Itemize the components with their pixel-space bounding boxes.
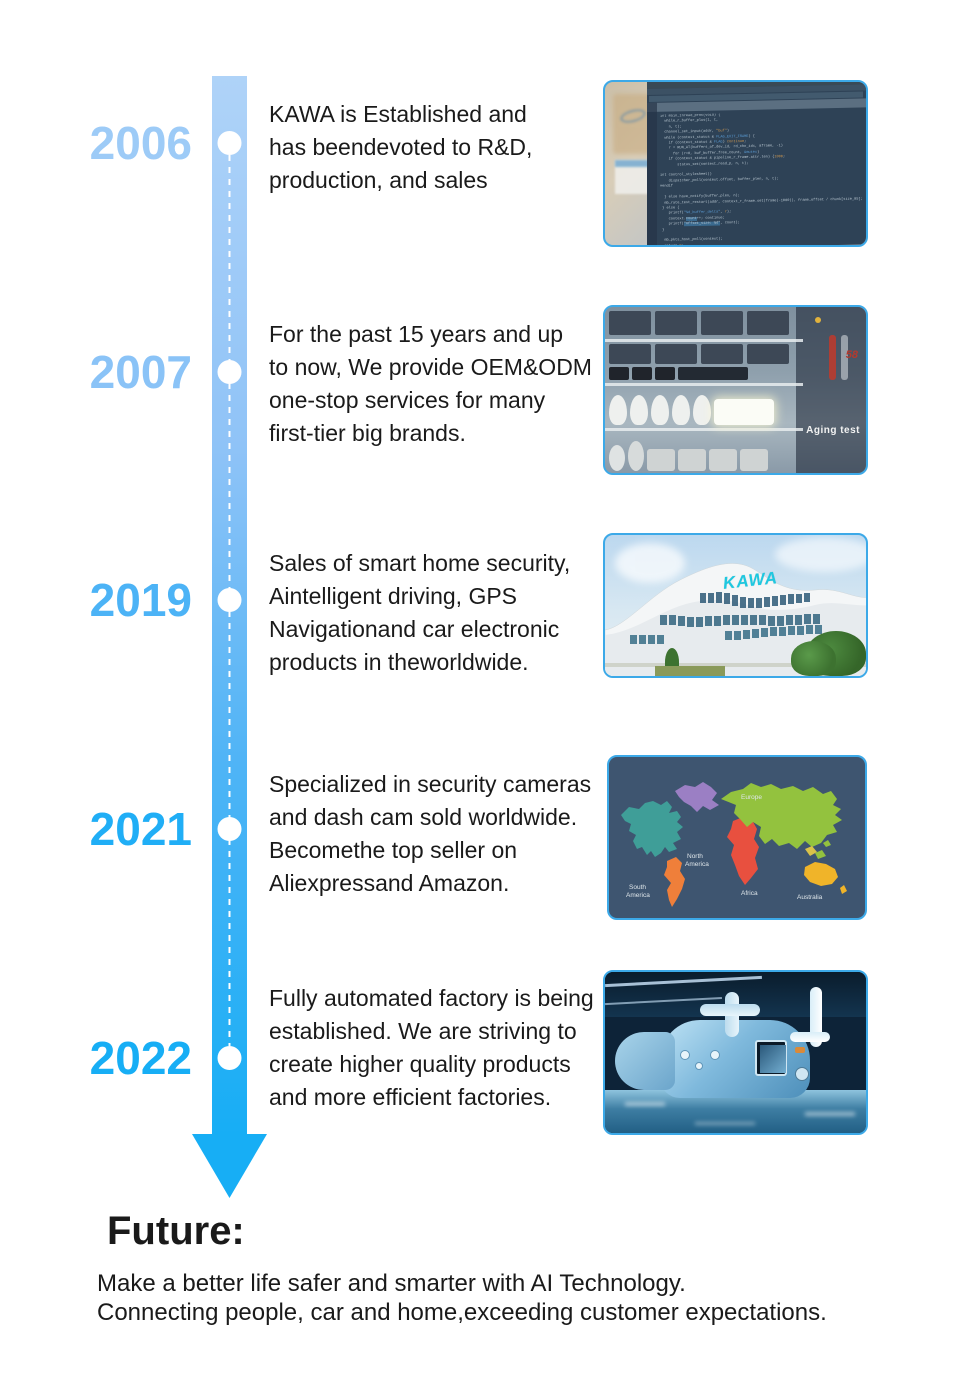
svg-text:Europe: Europe	[741, 794, 762, 801]
svg-text:Africa: Africa	[741, 890, 758, 897]
svg-text:North: North	[687, 853, 703, 860]
svg-text:America: America	[685, 861, 709, 868]
svg-text:Australia: Australia	[797, 894, 823, 901]
svg-text:America: America	[626, 892, 650, 899]
svg-text:South: South	[629, 884, 646, 891]
